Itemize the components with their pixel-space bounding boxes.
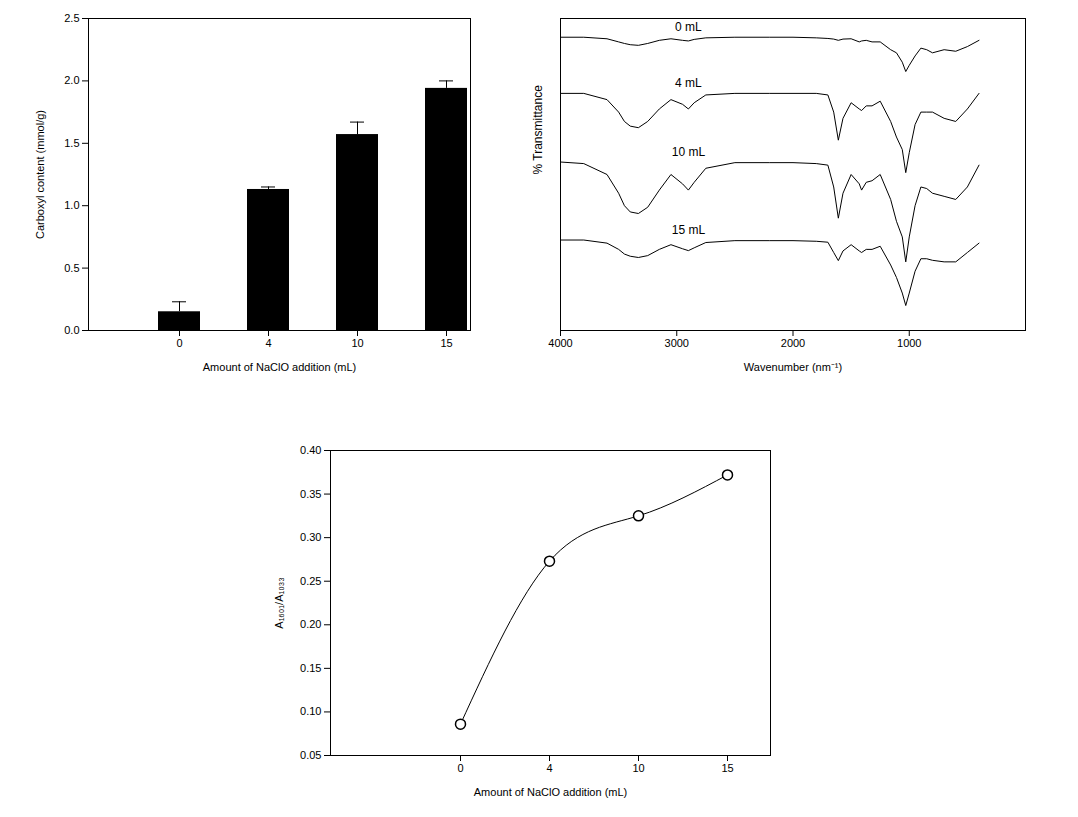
svg-text:A₁₆₀₁/A₁₀₃₃: A₁₆₀₁/A₁₀₃₃ xyxy=(273,577,285,628)
svg-text:10: 10 xyxy=(632,762,644,774)
svg-text:Amount of NaClO addition (mL): Amount of NaClO addition (mL) xyxy=(474,786,627,798)
svg-text:Wavenumber (nm⁻¹): Wavenumber (nm⁻¹) xyxy=(744,361,842,373)
svg-text:0.35: 0.35 xyxy=(300,488,321,500)
svg-text:4000: 4000 xyxy=(548,337,572,349)
svg-text:Amount of NaClO addition (mL): Amount of NaClO addition (mL) xyxy=(203,361,356,373)
svg-text:1.5: 1.5 xyxy=(64,137,79,149)
svg-text:0: 0 xyxy=(176,337,182,349)
svg-text:0.10: 0.10 xyxy=(300,705,321,717)
svg-text:15 mL: 15 mL xyxy=(672,223,706,237)
svg-text:0.0: 0.0 xyxy=(64,324,79,336)
svg-text:0.05: 0.05 xyxy=(300,749,321,761)
svg-text:15: 15 xyxy=(440,337,452,349)
svg-text:0.15: 0.15 xyxy=(300,662,321,674)
svg-text:0 mL: 0 mL xyxy=(675,20,702,34)
svg-text:2.0: 2.0 xyxy=(64,74,79,86)
svg-text:4 mL: 4 mL xyxy=(675,76,702,90)
svg-text:Carboxyl content (mmol/g): Carboxyl content (mmol/g) xyxy=(34,110,46,239)
svg-text:0.30: 0.30 xyxy=(300,531,321,543)
svg-text:10: 10 xyxy=(351,337,363,349)
svg-text:15: 15 xyxy=(721,762,733,774)
svg-text:0.5: 0.5 xyxy=(64,262,79,274)
svg-text:4: 4 xyxy=(265,337,271,349)
svg-text:0.25: 0.25 xyxy=(300,575,321,587)
svg-text:10 mL: 10 mL xyxy=(672,145,706,159)
svg-text:2.5: 2.5 xyxy=(64,12,79,24)
svg-text:3000: 3000 xyxy=(665,337,689,349)
svg-text:1.0: 1.0 xyxy=(64,199,79,211)
svg-text:4: 4 xyxy=(546,762,552,774)
svg-text:2000: 2000 xyxy=(781,337,805,349)
svg-text:% Transmittance: % Transmittance xyxy=(531,85,545,175)
svg-text:0.20: 0.20 xyxy=(300,618,321,630)
svg-text:0.40: 0.40 xyxy=(300,444,321,456)
svg-text:0: 0 xyxy=(457,762,463,774)
svg-text:1000: 1000 xyxy=(897,337,921,349)
